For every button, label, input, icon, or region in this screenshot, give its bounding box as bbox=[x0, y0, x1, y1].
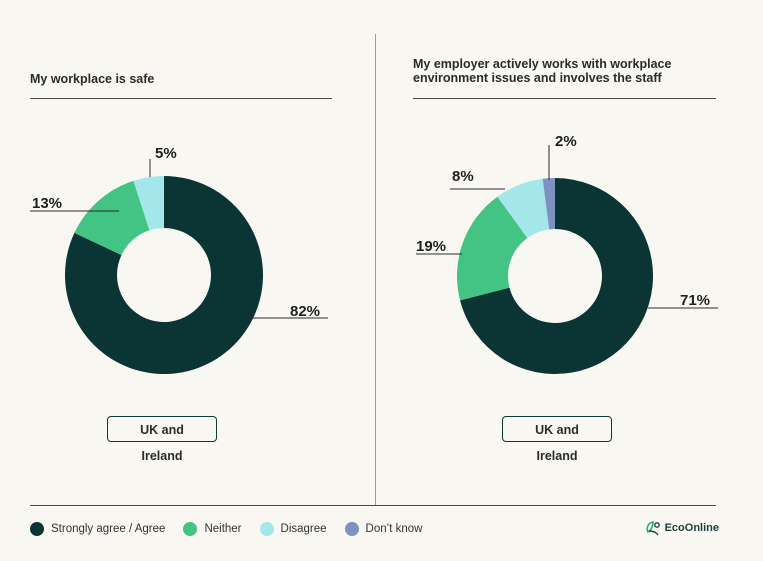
panel-divider bbox=[375, 34, 376, 506]
chart-legend: Strongly agree / Agree Neither Disagree Don… bbox=[30, 520, 440, 538]
legend-item-strongly-agree: Strongly agree / Agree bbox=[30, 522, 165, 536]
data-label-disagree: 5% bbox=[155, 145, 177, 162]
data-label-strongly-agree: 82% bbox=[290, 303, 320, 320]
legend-item-dont-know: Don’t know bbox=[344, 522, 423, 536]
slice-neither bbox=[457, 196, 528, 301]
slice-dont-know bbox=[542, 178, 555, 230]
chart-title: My workplace is safe bbox=[30, 72, 155, 86]
chart-panel-employer-involvement: My employer actively works with workplac… bbox=[376, 0, 763, 505]
data-label-neither: 19% bbox=[416, 238, 446, 255]
slice-disagree bbox=[133, 176, 164, 231]
donut-chart-2: 71% 19% 8% 2% bbox=[416, 133, 718, 374]
title-underline bbox=[30, 98, 332, 99]
data-label-dont-know: 2% bbox=[555, 133, 577, 150]
legend-label: Don’t know bbox=[365, 523, 423, 535]
legend-swatch bbox=[344, 522, 359, 536]
donut-chart-1: 82% 13% 5% bbox=[30, 145, 328, 375]
region-badge: UK and Ireland bbox=[502, 416, 612, 463]
region-badge: UK and Ireland bbox=[107, 416, 217, 463]
data-label-disagree: 8% bbox=[452, 168, 474, 185]
legend-label: Disagree bbox=[280, 523, 327, 535]
chart-panel-workplace-safe: My workplace is safe UK and Ireland bbox=[0, 0, 376, 505]
slice-disagree bbox=[497, 178, 550, 238]
brand-name: EcoOnline bbox=[664, 522, 719, 534]
legend-item-disagree: Disagree bbox=[259, 522, 327, 536]
slice-neither bbox=[74, 180, 150, 255]
ecoonline-logo-icon bbox=[646, 521, 660, 536]
title-underline bbox=[413, 98, 716, 99]
legend-swatch bbox=[183, 522, 198, 536]
footer-rule bbox=[30, 505, 716, 506]
slice-strongly-agree bbox=[65, 176, 263, 375]
legend-label: Neither bbox=[204, 523, 242, 535]
donut-charts: 82% 13% 5% 71% 19% 8% 2% bbox=[30, 133, 718, 375]
legend-item-neither: Neither bbox=[183, 522, 242, 536]
slice-strongly-agree bbox=[460, 177, 653, 374]
legend-label: Strongly agree / Agree bbox=[51, 523, 166, 535]
data-label-strongly-agree: 71% bbox=[680, 292, 710, 309]
data-label-neither: 13% bbox=[32, 195, 62, 212]
legend-swatch bbox=[259, 522, 274, 536]
brand-logo: EcoOnline bbox=[644, 519, 719, 537]
chart-title: My employer actively works with workplac… bbox=[413, 57, 672, 85]
legend-swatch bbox=[30, 522, 44, 536]
